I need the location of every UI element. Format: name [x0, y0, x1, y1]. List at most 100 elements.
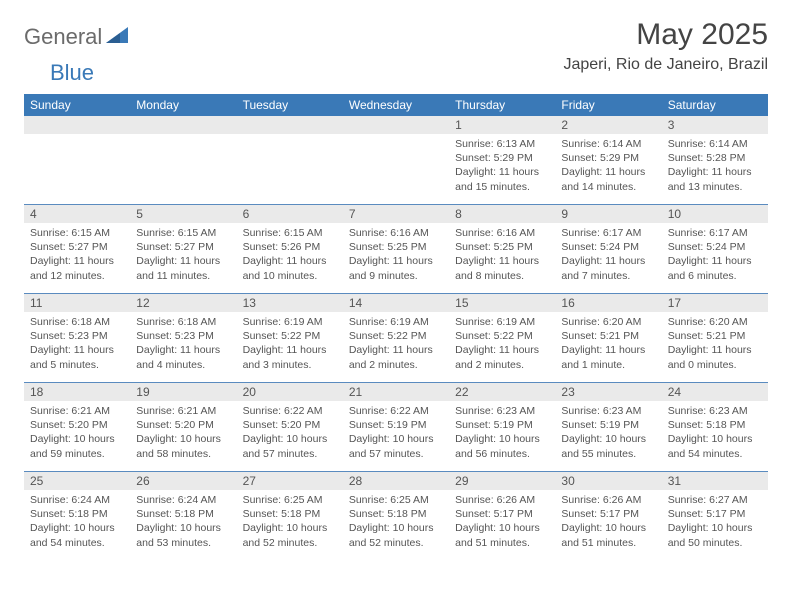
daylight-line1: Daylight: 10 hours [668, 432, 762, 446]
sunset-text: Sunset: 5:21 PM [561, 329, 655, 343]
day-cell-body: Sunrise: 6:18 AMSunset: 5:23 PMDaylight:… [24, 312, 130, 378]
day-cell-body: Sunrise: 6:23 AMSunset: 5:18 PMDaylight:… [662, 401, 768, 467]
day-cell: 19Sunrise: 6:21 AMSunset: 5:20 PMDayligh… [130, 383, 236, 471]
daylight-line2: and 50 minutes. [668, 536, 762, 550]
day-cell-body: Sunrise: 6:16 AMSunset: 5:25 PMDaylight:… [343, 223, 449, 289]
date-number: 17 [662, 294, 768, 312]
sunset-text: Sunset: 5:22 PM [455, 329, 549, 343]
date-number: 10 [662, 205, 768, 223]
week-row: 1Sunrise: 6:13 AMSunset: 5:29 PMDaylight… [24, 116, 768, 204]
week-row: 11Sunrise: 6:18 AMSunset: 5:23 PMDayligh… [24, 293, 768, 382]
day-cell-body [24, 134, 130, 143]
daylight-line2: and 54 minutes. [668, 447, 762, 461]
date-number [343, 116, 449, 134]
day-cell-body: Sunrise: 6:13 AMSunset: 5:29 PMDaylight:… [449, 134, 555, 200]
daylight-line1: Daylight: 11 hours [136, 254, 230, 268]
location-subtitle: Japeri, Rio de Janeiro, Brazil [563, 56, 768, 74]
day-cell-body: Sunrise: 6:18 AMSunset: 5:23 PMDaylight:… [130, 312, 236, 378]
day-cell [130, 116, 236, 204]
sunset-text: Sunset: 5:17 PM [561, 507, 655, 521]
day-cell: 3Sunrise: 6:14 AMSunset: 5:28 PMDaylight… [662, 116, 768, 204]
sunrise-text: Sunrise: 6:18 AM [136, 315, 230, 329]
sunset-text: Sunset: 5:18 PM [349, 507, 443, 521]
daylight-line2: and 15 minutes. [455, 180, 549, 194]
sunrise-text: Sunrise: 6:26 AM [455, 493, 549, 507]
day-cell: 4Sunrise: 6:15 AMSunset: 5:27 PMDaylight… [24, 205, 130, 293]
day-cell-body: Sunrise: 6:15 AMSunset: 5:26 PMDaylight:… [237, 223, 343, 289]
daylight-line1: Daylight: 11 hours [30, 254, 124, 268]
daylight-line1: Daylight: 10 hours [243, 521, 337, 535]
sunset-text: Sunset: 5:19 PM [561, 418, 655, 432]
day-cell-body: Sunrise: 6:16 AMSunset: 5:25 PMDaylight:… [449, 223, 555, 289]
sunrise-text: Sunrise: 6:13 AM [455, 137, 549, 151]
date-number: 25 [24, 472, 130, 490]
daylight-line2: and 53 minutes. [136, 536, 230, 550]
sunset-text: Sunset: 5:17 PM [668, 507, 762, 521]
daylight-line2: and 0 minutes. [668, 358, 762, 372]
daylight-line2: and 51 minutes. [561, 536, 655, 550]
daylight-line2: and 51 minutes. [455, 536, 549, 550]
sunset-text: Sunset: 5:23 PM [30, 329, 124, 343]
sunrise-text: Sunrise: 6:26 AM [561, 493, 655, 507]
sunrise-text: Sunrise: 6:15 AM [30, 226, 124, 240]
sunrise-text: Sunrise: 6:23 AM [561, 404, 655, 418]
daylight-line2: and 59 minutes. [30, 447, 124, 461]
sunrise-text: Sunrise: 6:15 AM [136, 226, 230, 240]
day-cell: 7Sunrise: 6:16 AMSunset: 5:25 PMDaylight… [343, 205, 449, 293]
logo-text-general: General [24, 24, 102, 50]
daylight-line1: Daylight: 11 hours [30, 343, 124, 357]
date-number: 1 [449, 116, 555, 134]
sunset-text: Sunset: 5:19 PM [455, 418, 549, 432]
week-row: 25 Sunrise: 6:24 AM Sunset: 5:18 PM Dayligh… [24, 471, 768, 560]
daylight-line1: Daylight: 11 hours [455, 254, 549, 268]
sunrise-text: Sunrise: 6:19 AM [455, 315, 549, 329]
day-cell-body: Sunrise: 6:17 AMSunset: 5:24 PMDaylight:… [662, 223, 768, 289]
week-row: 18Sunrise: 6:21 AMSunset: 5:20 PMDayligh… [24, 382, 768, 471]
sunset-text: Sunset: 5:24 PM [668, 240, 762, 254]
day-cell: 29Sunrise: 6:26 AMSunset: 5:17 PMDayligh… [449, 472, 555, 560]
daylight-line1: Daylight: 10 hours [30, 521, 124, 535]
daylight-line1: Daylight: 10 hours [349, 432, 443, 446]
date-number: 18 [24, 383, 130, 401]
daylight-line2: and 8 minutes. [455, 269, 549, 283]
sunset-text: Sunset: 5:26 PM [243, 240, 337, 254]
day-cell: 16Sunrise: 6:20 AMSunset: 5:21 PMDayligh… [555, 294, 661, 382]
daylight-line1: Daylight: 11 hours [455, 343, 549, 357]
sunrise-text: Sunrise: 6:21 AM [30, 404, 124, 418]
sunrise-text: Sunrise: 6:18 AM [30, 315, 124, 329]
sunrise-text: Sunrise: 6:24 AM [136, 493, 230, 507]
daylight-line2: and 52 minutes. [349, 536, 443, 550]
date-number: 27 [237, 472, 343, 490]
daylight-line2: and 11 minutes. [136, 269, 230, 283]
daylight-line1: Daylight: 11 hours [455, 165, 549, 179]
sunset-text: Sunset: 5:20 PM [243, 418, 337, 432]
daylight-line2: and 55 minutes. [561, 447, 655, 461]
sunset-text: Sunset: 5:22 PM [243, 329, 337, 343]
logo: General [24, 18, 130, 50]
daylight-line2: and 14 minutes. [561, 180, 655, 194]
sunrise-text: Sunrise: 6:16 AM [349, 226, 443, 240]
daylight-line1: Daylight: 11 hours [349, 254, 443, 268]
sunset-text: Sunset: 5:20 PM [136, 418, 230, 432]
day-header-mon: Monday [130, 94, 236, 116]
logo-text-blue: Blue [50, 60, 94, 86]
daylight-line1: Daylight: 11 hours [349, 343, 443, 357]
logo-triangle-icon [106, 27, 128, 48]
sunset-text: Sunset: 5:23 PM [136, 329, 230, 343]
day-cell-body: Sunrise: 6:27 AMSunset: 5:17 PMDaylight:… [662, 490, 768, 556]
day-cell: 5Sunrise: 6:15 AMSunset: 5:27 PMDaylight… [130, 205, 236, 293]
day-cell: 24Sunrise: 6:23 AMSunset: 5:18 PMDayligh… [662, 383, 768, 471]
date-number: 20 [237, 383, 343, 401]
day-cell-body: Sunrise: 6:26 AMSunset: 5:17 PMDaylight:… [449, 490, 555, 556]
daylight-line1: Daylight: 11 hours [243, 254, 337, 268]
date-number: 15 [449, 294, 555, 312]
date-number: 16 [555, 294, 661, 312]
daylight-line1: Daylight: 10 hours [136, 432, 230, 446]
day-cell-body [237, 134, 343, 143]
day-cell [237, 116, 343, 204]
sunrise-text: Sunrise: 6:19 AM [243, 315, 337, 329]
daylight-line1: Daylight: 11 hours [668, 343, 762, 357]
day-cell: 10Sunrise: 6:17 AMSunset: 5:24 PMDayligh… [662, 205, 768, 293]
sunset-text: Sunset: 5:17 PM [455, 507, 549, 521]
day-cell: 1Sunrise: 6:13 AMSunset: 5:29 PMDaylight… [449, 116, 555, 204]
